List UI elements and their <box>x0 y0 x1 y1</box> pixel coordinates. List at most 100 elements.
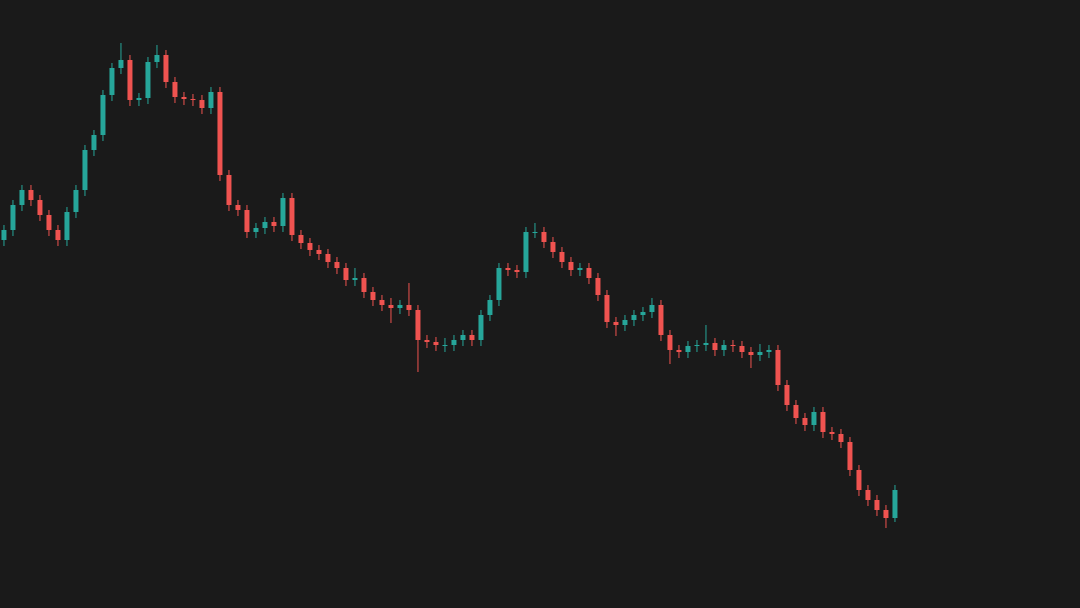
candle-body <box>370 292 376 300</box>
candle-body <box>559 252 565 262</box>
candle-body <box>352 278 358 280</box>
candle-body <box>712 343 718 350</box>
candle-body <box>541 232 547 242</box>
candle-body <box>424 340 430 342</box>
candle-body <box>631 315 637 320</box>
candle-body <box>865 490 871 500</box>
candle-body <box>118 60 124 68</box>
candle-body <box>316 250 322 254</box>
candle-body <box>307 243 313 250</box>
candle-body <box>154 55 160 62</box>
candle-body <box>658 305 664 335</box>
candle-body <box>271 222 277 226</box>
candle-body <box>613 322 619 325</box>
candle-body <box>856 470 862 490</box>
candle-body <box>748 352 754 355</box>
candle-body <box>262 222 268 228</box>
candle-body <box>334 262 340 268</box>
candle-body <box>703 343 709 345</box>
candle-body <box>37 200 43 215</box>
candle-body <box>1 230 7 240</box>
candle-body <box>298 235 304 243</box>
candle-body <box>10 205 16 230</box>
candle-body <box>343 268 349 280</box>
candle-body <box>244 210 250 232</box>
candle-body <box>586 268 592 278</box>
candle-body <box>595 278 601 295</box>
candle-body <box>532 232 538 233</box>
candle-body <box>73 190 79 212</box>
candle-body <box>217 92 223 175</box>
candle-body <box>253 228 259 232</box>
candle-body <box>460 335 466 340</box>
candle-body <box>172 82 178 97</box>
candle-body <box>226 175 232 205</box>
candle-body <box>442 345 448 346</box>
candle-body <box>730 345 736 346</box>
candle-body <box>91 135 97 150</box>
candle-body <box>883 510 889 518</box>
candle-body <box>397 305 403 308</box>
candle-body <box>766 350 772 352</box>
candle-body <box>190 99 196 100</box>
candle-body <box>496 268 502 300</box>
candle-body <box>145 62 151 98</box>
candle-body <box>847 442 853 470</box>
candle-body <box>280 198 286 226</box>
candle-body <box>514 270 520 272</box>
candle-body <box>721 345 727 350</box>
candle-body <box>550 242 556 252</box>
candle-body <box>415 310 421 340</box>
candle-body <box>325 254 331 262</box>
candle-body <box>739 346 745 352</box>
candle-body <box>289 198 295 235</box>
candle-body <box>802 418 808 425</box>
candle-body <box>838 434 844 442</box>
candle-body <box>163 55 169 82</box>
candle-body <box>757 352 763 355</box>
candle-body <box>64 212 70 240</box>
candle-body <box>667 335 673 350</box>
candle-body <box>199 100 205 108</box>
candle-body <box>820 412 826 432</box>
candle-body <box>829 432 835 434</box>
candle-body <box>676 350 682 352</box>
candle-body <box>28 190 34 200</box>
candle-body <box>523 232 529 272</box>
candle-body <box>451 340 457 345</box>
candle-body <box>100 95 106 135</box>
candle-body <box>568 262 574 270</box>
candle-body <box>361 278 367 292</box>
candle-body <box>406 305 412 310</box>
candle-body <box>46 215 52 230</box>
candle-body <box>478 315 484 340</box>
candle-body <box>505 268 511 270</box>
candle-body <box>784 385 790 405</box>
candle-body <box>649 305 655 312</box>
candle-body <box>487 300 493 315</box>
candle-body <box>55 230 61 240</box>
candle-body <box>577 268 583 270</box>
candle-body <box>622 320 628 325</box>
candle-body <box>109 68 115 95</box>
candle-body <box>685 346 691 352</box>
candle-body <box>388 305 394 308</box>
candle-body <box>640 312 646 315</box>
candle-body <box>433 342 439 345</box>
candle-body <box>136 98 142 100</box>
candle-body <box>694 345 700 346</box>
candle-body <box>379 300 385 305</box>
candle-body <box>469 335 475 340</box>
candle-body <box>82 150 88 190</box>
candle-body <box>604 295 610 322</box>
candle-body <box>235 205 241 210</box>
candle-body <box>775 350 781 385</box>
candle-body <box>208 92 214 108</box>
candle-body <box>793 405 799 418</box>
candle-body <box>19 190 25 205</box>
candle-body <box>181 97 187 99</box>
candle-body <box>811 412 817 425</box>
candle-body <box>874 500 880 510</box>
